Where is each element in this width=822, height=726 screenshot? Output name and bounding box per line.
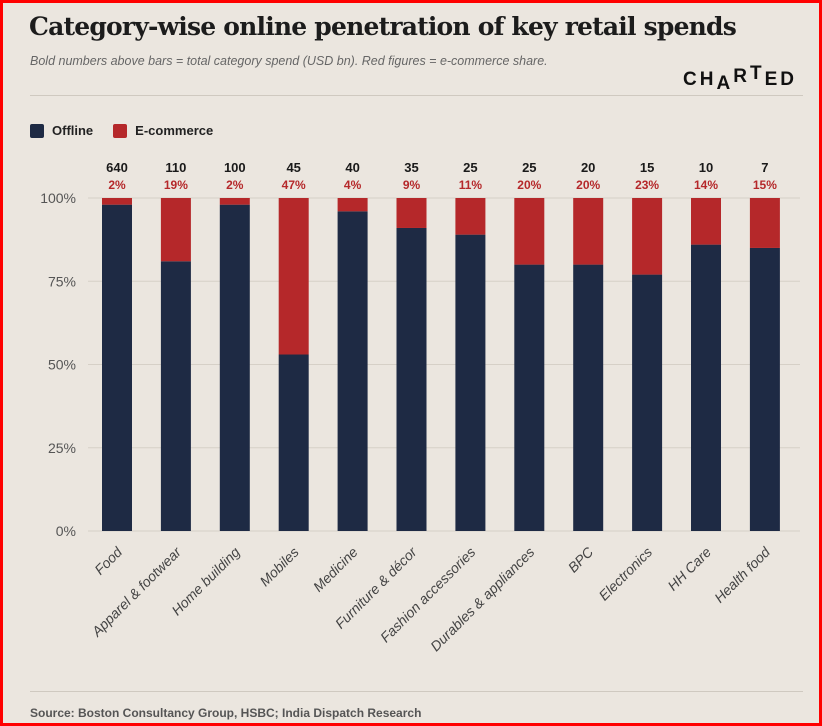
ecommerce-share-label: 14%	[694, 178, 718, 192]
bar-offline	[219, 204, 250, 531]
total-spend-label: 40	[345, 160, 359, 175]
ecommerce-share-label: 20%	[576, 178, 600, 192]
x-category-label: Medicine	[310, 544, 361, 595]
bar-ecommerce	[160, 198, 191, 262]
bar-offline	[160, 261, 191, 531]
total-spend-label: 35	[404, 160, 418, 175]
x-category-label: Food	[91, 543, 126, 578]
total-spend-label: 25	[522, 160, 536, 175]
bar-ecommerce	[691, 198, 721, 245]
total-spend-label: 110	[165, 160, 186, 175]
bar-offline	[455, 234, 486, 531]
top-divider	[30, 95, 803, 96]
y-tick-label: 75%	[48, 273, 76, 289]
legend-item-ecommerce: E-commerce	[113, 123, 213, 138]
bar-ecommerce	[337, 198, 368, 212]
bar-ecommerce	[278, 198, 309, 355]
bar-offline	[102, 204, 132, 531]
total-spend-label: 25	[463, 160, 477, 175]
bar-offline	[573, 264, 604, 531]
y-tick-label: 25%	[48, 440, 76, 456]
legend-item-offline: Offline	[30, 123, 93, 138]
bar-ecommerce	[219, 198, 250, 205]
legend-swatch-ecommerce	[113, 123, 128, 138]
ecommerce-share-label: 9%	[403, 178, 421, 192]
ecommerce-share-label: 47%	[282, 178, 306, 192]
x-category-label: Durables & appliances	[427, 544, 537, 654]
chart-title: Category-wise online penetration of key …	[29, 12, 737, 41]
x-category-label: HH Care	[664, 544, 714, 594]
ecommerce-share-label: 2%	[108, 178, 126, 192]
legend-swatch-offline	[30, 123, 44, 138]
charted-logo: CHARTED	[683, 63, 797, 94]
ecommerce-share-label: 15%	[753, 178, 777, 192]
bar-ecommerce	[749, 198, 780, 248]
ecommerce-share-label: 4%	[344, 178, 362, 192]
bar-ecommerce	[573, 198, 604, 265]
ecommerce-share-label: 11%	[459, 178, 483, 192]
total-spend-label: 45	[286, 160, 300, 175]
bar-ecommerce	[455, 198, 486, 235]
legend: Offline E-commerce	[30, 123, 213, 138]
ecommerce-share-label: 19%	[164, 178, 188, 192]
bar-offline	[691, 244, 721, 531]
y-tick-label: 50%	[48, 357, 76, 373]
bar-offline	[632, 274, 663, 531]
bar-ecommerce	[396, 198, 427, 228]
total-spend-label: 20	[581, 160, 595, 175]
bar-offline	[278, 354, 309, 531]
bar-offline	[514, 264, 545, 531]
bar-ecommerce	[102, 198, 132, 205]
ecommerce-share-label: 20%	[517, 178, 541, 192]
x-category-label: BPC	[565, 543, 597, 575]
bottom-divider	[30, 691, 803, 692]
ecommerce-share-label: 2%	[226, 178, 244, 192]
ecommerce-share-label: 23%	[635, 178, 659, 192]
bar-offline	[337, 211, 368, 531]
total-spend-label: 7	[761, 160, 768, 175]
y-tick-label: 0%	[56, 523, 76, 539]
bar-offline	[749, 247, 780, 531]
total-spend-label: 640	[106, 160, 128, 175]
legend-label: E-commerce	[135, 123, 214, 138]
bar-ecommerce	[632, 198, 663, 275]
bar-ecommerce	[514, 198, 545, 265]
total-spend-label: 10	[699, 160, 713, 175]
total-spend-label: 100	[224, 160, 246, 175]
x-category-label: Mobiles	[256, 544, 301, 589]
source-note: Source: Boston Consultancy Group, HSBC; …	[30, 706, 422, 720]
chart-subtitle: Bold numbers above bars = total category…	[30, 54, 548, 68]
legend-label: Offline	[52, 123, 94, 138]
x-category-label: Health food	[711, 543, 774, 606]
bar-offline	[396, 227, 427, 531]
y-tick-label: 100%	[40, 190, 76, 206]
x-category-label: Electronics	[595, 544, 655, 604]
total-spend-label: 15	[640, 160, 654, 175]
